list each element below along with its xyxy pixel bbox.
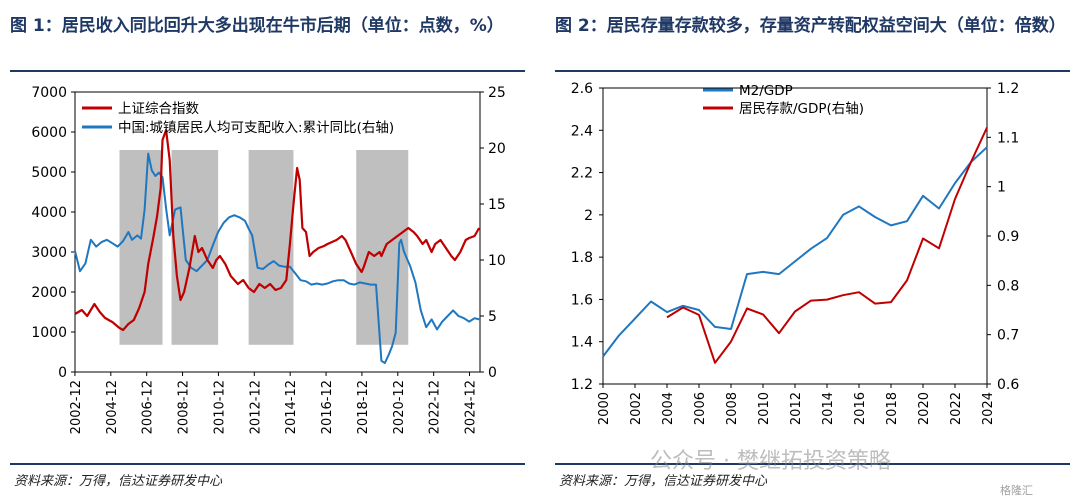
left-tick-label: 3000 bbox=[31, 245, 67, 261]
series-line-deposit-gdp bbox=[666, 127, 988, 364]
x-tick-label: 2000 bbox=[597, 392, 612, 425]
x-tick-label: 2018 bbox=[885, 392, 900, 425]
left-tick-label: 1.2 bbox=[571, 377, 593, 393]
left-tick-label: 2.6 bbox=[571, 81, 593, 97]
right-tick-label: 25 bbox=[488, 85, 506, 101]
left-tick-label: 4000 bbox=[31, 205, 67, 221]
right-tick-label: 0.8 bbox=[997, 278, 1019, 294]
left-tick-label: 1000 bbox=[31, 325, 67, 341]
chart-1-title: 图 1：居民收入同比回升大多出现在牛市后期（单位：点数，%） bbox=[10, 16, 504, 36]
panel-2: 图 2：居民存量存款较多，存量资产转配权益空间大（单位：倍数） 1.2 1.4 1.… bbox=[545, 0, 1080, 503]
right-tick-label: 1.1 bbox=[997, 130, 1019, 146]
series-line-income-yoy bbox=[74, 152, 480, 364]
x-tick-label: 2020 bbox=[917, 392, 932, 425]
x-tick-label: 2002-12 bbox=[69, 380, 84, 434]
right-tick-label: 0 bbox=[488, 365, 497, 381]
right-tick-label: 0.6 bbox=[997, 377, 1019, 393]
plot-frame bbox=[74, 91, 481, 373]
right-tick-label: 1.2 bbox=[997, 81, 1019, 97]
x-tick-label: 2006-12 bbox=[141, 380, 156, 434]
plot-frame bbox=[602, 87, 988, 385]
x-tick-label: 2022-12 bbox=[428, 380, 443, 434]
x-tick-label: 2016 bbox=[853, 392, 868, 425]
x-tick-label: 2018-12 bbox=[356, 380, 371, 434]
chart-1-source: 资料来源：万得，信达证券研发中心 bbox=[14, 474, 223, 489]
x-tick-label: 2024 bbox=[981, 392, 996, 425]
left-tick-label: 7000 bbox=[31, 85, 67, 101]
shaded-period-2 bbox=[248, 150, 294, 345]
x-tick-label: 2020-12 bbox=[392, 380, 407, 434]
x-tick-label: 2014 bbox=[821, 392, 836, 425]
left-tick-label: 1.6 bbox=[571, 292, 593, 308]
title-rule-1 bbox=[10, 70, 525, 72]
left-tick-label: 1.8 bbox=[571, 250, 593, 266]
legend-label-0: M2/GDP bbox=[739, 83, 793, 99]
x-tick-label: 2012-12 bbox=[248, 380, 263, 434]
x-tick-label: 2008 bbox=[725, 392, 740, 425]
chart-1: 0 1000 2000 3000 4000 5000 6000 7000 0 5 10 15 20 25 2… bbox=[31, 85, 506, 434]
chart-2: 1.2 1.4 1.6 1.8 2 2.2 2.4 2.6 0.6 0.7 0.8 0.9 1 1.1 1.… bbox=[571, 81, 1020, 425]
x-tick-label: 2004 bbox=[661, 392, 676, 425]
shaded-period-0 bbox=[119, 150, 163, 345]
right-tick-label: 0.9 bbox=[997, 229, 1019, 245]
x-tick-label: 2014-12 bbox=[284, 380, 299, 434]
panel-1: 图 1：居民收入同比回升大多出现在牛市后期（单位：点数，%） 0 1000 2000… bbox=[0, 0, 535, 503]
left-tick-label: 5000 bbox=[31, 165, 67, 181]
shaded-period-3 bbox=[356, 150, 409, 345]
right-tick-label: 20 bbox=[488, 141, 506, 157]
legend-label-0: 上证综合指数 bbox=[118, 101, 199, 117]
left-tick-label: 2.2 bbox=[571, 166, 593, 182]
x-tick-label: 2016-12 bbox=[320, 380, 335, 434]
x-tick-label: 2022 bbox=[949, 392, 964, 425]
shaded-period-1 bbox=[171, 150, 219, 345]
x-tick-label: 2012 bbox=[789, 392, 804, 425]
right-tick-label: 5 bbox=[488, 309, 497, 325]
right-tick-label: 15 bbox=[488, 197, 506, 213]
x-tick-label: 2008-12 bbox=[177, 380, 192, 434]
legend-label-1: 中国:城镇居民人均可支配收入:累计同比(右轴) bbox=[118, 120, 394, 136]
left-tick-label: 2000 bbox=[31, 285, 67, 301]
wechat-watermark: 公众号 · 樊继拓投资策略 bbox=[650, 449, 891, 474]
right-tick-label: 0.7 bbox=[997, 328, 1019, 344]
series-line-m2-gdp bbox=[602, 146, 988, 358]
left-tick-label: 2 bbox=[584, 208, 593, 224]
left-tick-label: 6000 bbox=[31, 125, 67, 141]
x-tick-label: 2024-12 bbox=[464, 380, 479, 434]
source-rule-1 bbox=[10, 463, 525, 465]
left-tick-label: 1.4 bbox=[571, 335, 593, 351]
right-tick-label: 10 bbox=[488, 253, 506, 269]
x-tick-label: 2006 bbox=[693, 392, 708, 425]
series-line-shanghai-composite bbox=[74, 128, 481, 332]
x-tick-label: 2010-12 bbox=[212, 380, 227, 434]
corner-logo: 格隆汇 bbox=[1000, 484, 1033, 497]
left-tick-label: 0 bbox=[58, 365, 67, 381]
source-rule-2 bbox=[555, 463, 1070, 465]
x-tick-label: 2002 bbox=[629, 392, 644, 425]
right-tick-label: 1 bbox=[997, 180, 1006, 196]
title-rule-2 bbox=[555, 70, 1070, 72]
chart-2-title: 图 2：居民存量存款较多，存量资产转配权益空间大（单位：倍数） bbox=[555, 16, 1066, 36]
legend-label-1: 居民存款/GDP(右轴) bbox=[739, 101, 864, 117]
x-tick-label: 2004-12 bbox=[105, 380, 120, 434]
chart-2-source: 资料来源：万得，信达证券研发中心 bbox=[559, 474, 768, 489]
left-tick-label: 2.4 bbox=[571, 123, 593, 139]
x-tick-label: 2010 bbox=[757, 392, 772, 425]
